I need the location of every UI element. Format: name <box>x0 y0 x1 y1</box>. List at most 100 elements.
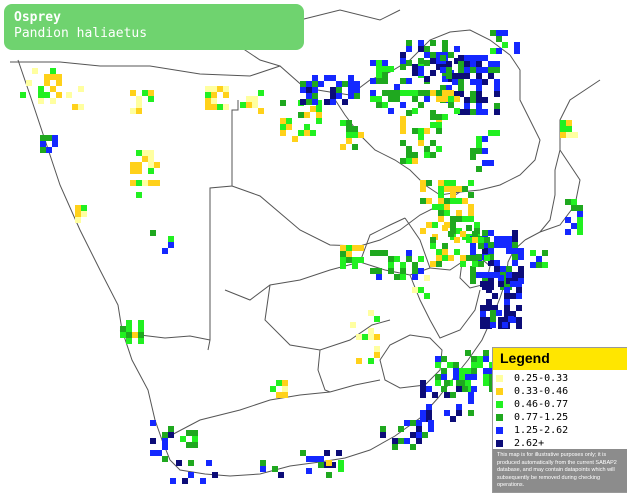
occurrence-cell <box>326 472 332 478</box>
occurrence-cell <box>480 281 486 287</box>
occurrence-cell <box>459 368 465 374</box>
occurrence-cell <box>502 30 508 36</box>
occurrence-cell <box>300 81 306 87</box>
occurrence-cell <box>454 96 460 102</box>
occurrence-cell <box>211 104 217 110</box>
occurrence-cell <box>436 64 442 70</box>
occurrence-cell <box>438 210 444 216</box>
occurrence-cell <box>380 432 386 438</box>
occurrence-cell <box>346 257 352 263</box>
occurrence-cell <box>130 90 136 96</box>
occurrence-cell <box>370 60 376 66</box>
occurrence-cell <box>138 326 144 332</box>
occurrence-cell <box>50 98 56 104</box>
occurrence-cell <box>478 237 484 243</box>
occurrence-cell <box>542 250 548 256</box>
occurrence-cell <box>200 478 206 484</box>
occurrence-cell <box>468 180 474 186</box>
occurrence-cell <box>368 310 374 316</box>
occurrence-cell <box>330 75 336 81</box>
occurrence-cell <box>492 293 498 299</box>
occurrence-cell <box>442 40 448 46</box>
occurrence-cell <box>476 103 482 109</box>
occurrence-cell <box>150 450 156 456</box>
occurrence-cell <box>435 374 441 380</box>
occurrence-cell <box>492 305 498 311</box>
occurrence-cell <box>432 204 438 210</box>
occurrence-cell <box>500 242 506 248</box>
occurrence-cell <box>420 186 426 192</box>
occurrence-cell <box>456 410 462 416</box>
occurrence-cell <box>223 92 229 98</box>
occurrence-cell <box>138 332 144 338</box>
occurrence-cell <box>464 67 470 73</box>
legend-swatch <box>496 440 503 447</box>
occurrence-cell <box>312 456 318 462</box>
occurrence-cell <box>480 305 486 311</box>
occurrence-cell <box>442 114 448 120</box>
occurrence-cell <box>486 299 492 305</box>
occurrence-cell <box>470 248 476 254</box>
occurrence-cell <box>494 61 500 67</box>
occurrence-cell <box>490 316 496 322</box>
occurrence-cell <box>56 92 62 98</box>
occurrence-cell <box>340 251 346 257</box>
occurrence-cell <box>494 103 500 109</box>
province-line-5 <box>409 274 481 339</box>
occurrence-cell <box>168 242 174 248</box>
occurrence-cell <box>500 236 506 242</box>
occurrence-cell <box>490 310 496 316</box>
occurrence-cell <box>50 86 56 92</box>
occurrence-cell <box>577 211 583 217</box>
occurrence-cell <box>400 78 406 84</box>
occurrence-cell <box>276 380 282 386</box>
occurrence-cell <box>448 231 454 237</box>
occurrence-cell <box>276 392 282 398</box>
occurrence-cell <box>362 334 368 340</box>
occurrence-cell <box>286 124 292 130</box>
occurrence-cell <box>494 236 500 242</box>
occurrence-cell <box>358 245 364 251</box>
occurrence-cell <box>480 311 486 317</box>
occurrence-cell <box>424 90 430 96</box>
occurrence-cell <box>436 122 442 128</box>
occurrence-cell <box>338 460 344 466</box>
occurrence-cell <box>424 96 430 102</box>
occurrence-cell <box>424 52 430 58</box>
occurrence-cell <box>192 430 198 436</box>
legend-items: 0.25-0.33 0.33-0.46 0.46-0.77 0.77-1.25 … <box>493 373 627 451</box>
occurrence-cell <box>490 322 496 328</box>
legend-item: 1.25-2.62 <box>493 425 627 438</box>
occurrence-cell <box>418 90 424 96</box>
occurrence-cell <box>459 374 465 380</box>
occurrence-cell <box>120 326 126 332</box>
occurrence-cell <box>126 320 132 326</box>
occurrence-cell <box>483 350 489 356</box>
occurrence-cell <box>444 392 450 398</box>
occurrence-cell <box>458 91 464 97</box>
occurrence-cell <box>506 242 512 248</box>
occurrence-cell <box>370 78 376 84</box>
occurrence-cell <box>252 102 258 108</box>
occurrence-cell <box>352 245 358 251</box>
occurrence-cell <box>470 67 476 73</box>
occurrence-cell <box>258 90 264 96</box>
occurrence-cell <box>470 61 476 67</box>
occurrence-cell <box>316 112 322 118</box>
occurrence-cell <box>504 317 510 323</box>
occurrence-cell <box>577 223 583 229</box>
occurrence-cell <box>430 52 436 58</box>
occurrence-cell <box>324 75 330 81</box>
occurrence-cell <box>465 368 471 374</box>
occurrence-cell <box>477 362 483 368</box>
border-mozambique-north <box>299 9 401 21</box>
occurrence-cell <box>560 132 566 138</box>
occurrence-cell <box>438 204 444 210</box>
occurrence-cell <box>75 217 81 223</box>
occurrence-cell <box>252 96 258 102</box>
occurrence-cell <box>444 180 450 186</box>
occurrence-cell <box>412 70 418 76</box>
occurrence-cell <box>150 438 156 444</box>
occurrence-cell <box>464 103 470 109</box>
occurrence-cell <box>406 40 412 46</box>
